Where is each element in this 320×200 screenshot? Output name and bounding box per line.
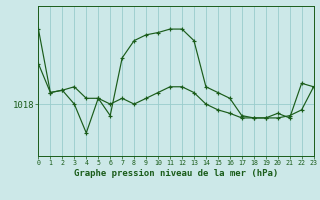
X-axis label: Graphe pression niveau de la mer (hPa): Graphe pression niveau de la mer (hPa) bbox=[74, 169, 278, 178]
